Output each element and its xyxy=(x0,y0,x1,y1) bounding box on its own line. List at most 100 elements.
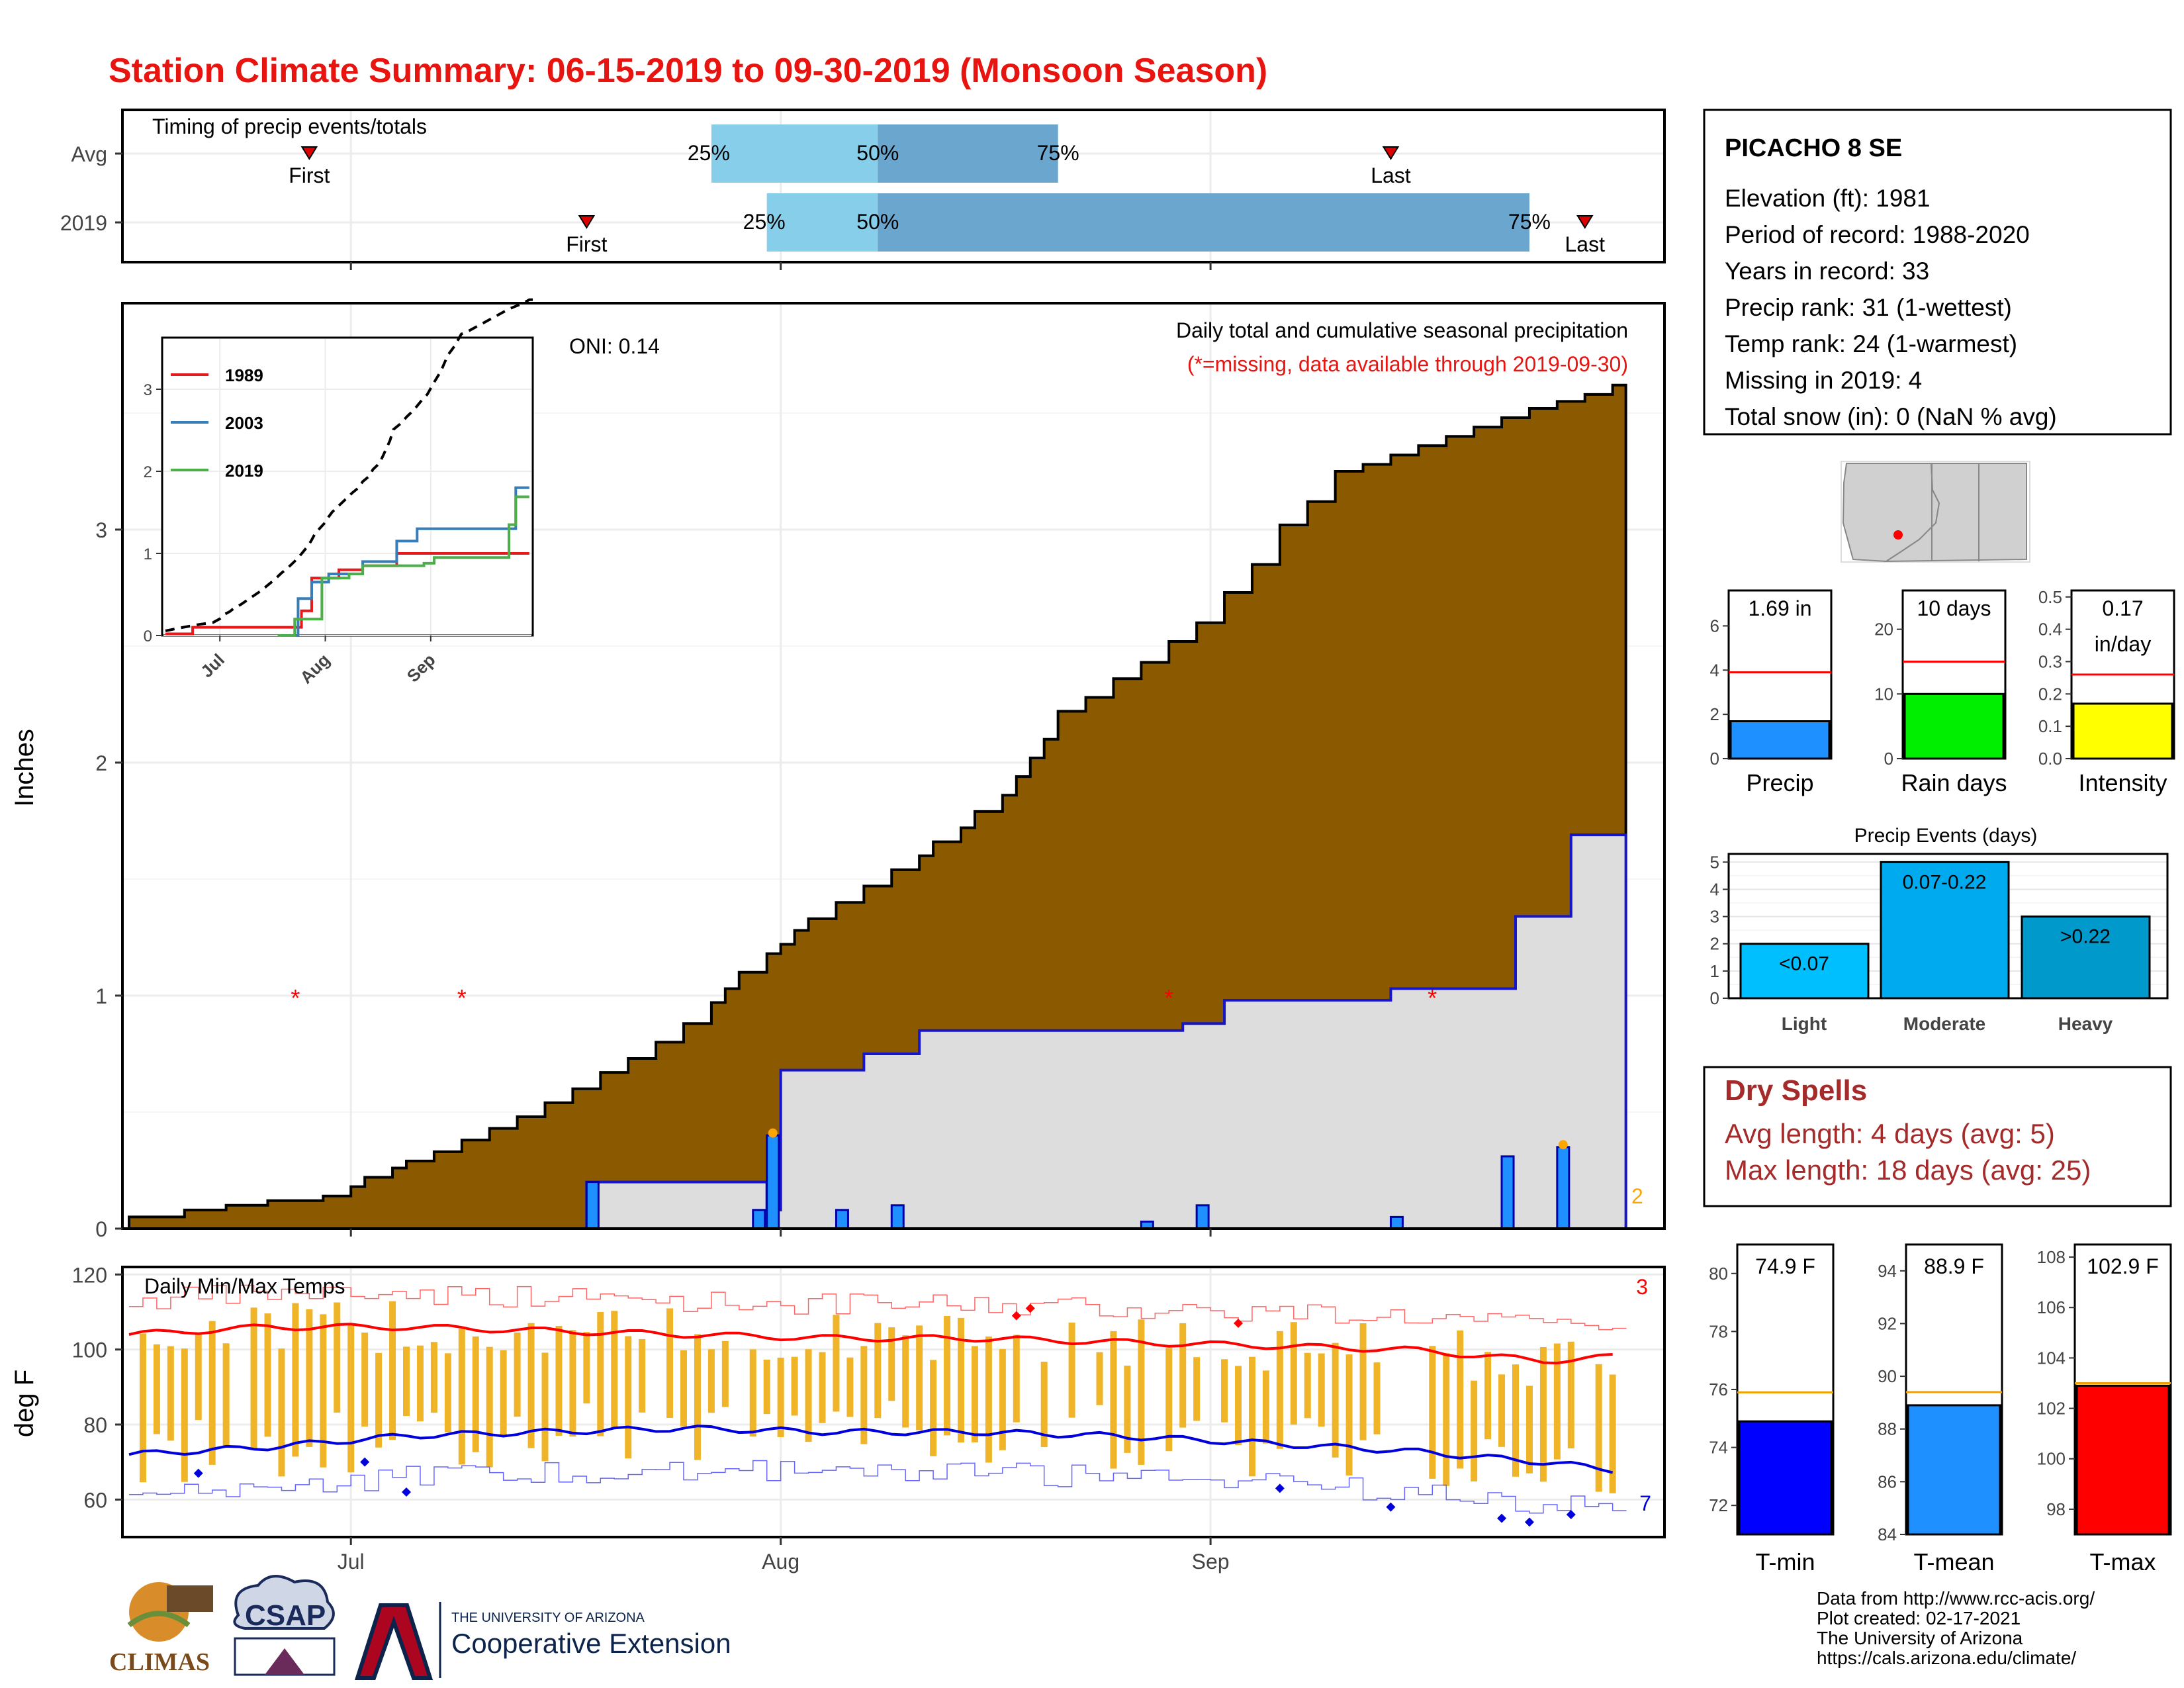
daily-temp-bar xyxy=(1525,1385,1533,1474)
daily-temp-bar xyxy=(666,1308,674,1419)
missing-day-markers: * * * * xyxy=(291,984,1437,1011)
station-info-line: Precip rank: 31 (1-wettest) xyxy=(1725,294,2012,321)
mini-chart-value-bar xyxy=(1903,692,2005,760)
map-borders xyxy=(1931,463,1979,561)
daily-temp-bar xyxy=(597,1311,604,1436)
daily-temp-bar xyxy=(1096,1352,1103,1405)
temp-chart-tick-label: 76 xyxy=(1709,1380,1728,1399)
events-tick-label: 4 xyxy=(1710,879,1719,899)
daily-temp-bar xyxy=(707,1349,715,1413)
daily-precip-bar xyxy=(890,1204,905,1230)
inset-ytick-label: 3 xyxy=(144,381,152,399)
daily-precip-bar xyxy=(766,1134,780,1230)
temp-panel-frame xyxy=(121,1266,1666,1538)
missing-day-star: * xyxy=(1428,984,1437,1011)
avg-tmax-line xyxy=(128,1323,1613,1365)
precip-y-axis: 0 1 2 3 xyxy=(95,518,1212,1241)
daily-temp-bar xyxy=(639,1338,646,1413)
temp-ylabel: deg F xyxy=(10,1370,39,1437)
record-high-marker-icon xyxy=(1011,1311,1021,1321)
daily-temp-bar xyxy=(1498,1374,1506,1447)
mini-chart-tick-label: 0.1 xyxy=(2038,716,2062,736)
station-info-line: Missing in 2019: 4 xyxy=(1725,367,1922,394)
precip-events-chart: Precip Events (days) <0.07 Light 0.07-0.22… xyxy=(1710,825,2169,1034)
timing-title: Timing of precip events/totals xyxy=(152,115,427,138)
station-info-line: Years in record: 33 xyxy=(1725,258,1929,285)
daily-temp-bar xyxy=(1484,1352,1492,1440)
timing-row-labels: Avg 2019 xyxy=(60,142,122,235)
dry-spells-box: Dry Spells Avg length: 4 days (avg: 5) M… xyxy=(1703,1066,2172,1207)
daily-temp-bar xyxy=(694,1334,701,1460)
daily-temp-bar xyxy=(458,1329,465,1465)
mini-chart-label: Rain days xyxy=(1901,769,2007,796)
daily-precip-bar xyxy=(585,1181,600,1230)
daily-temp-bar xyxy=(569,1330,576,1437)
csap-logo: CSAP xyxy=(233,1575,336,1676)
inset-series-line xyxy=(277,495,529,637)
csap-cloud-icon xyxy=(233,1575,335,1630)
mini-chart-value-text: 0.17 xyxy=(2102,596,2143,620)
daily-temp-bar xyxy=(1290,1322,1297,1425)
dry-spells-avg: Avg length: 4 days (avg: 5) xyxy=(1725,1118,2055,1149)
daily-precip-bars xyxy=(585,1128,1570,1230)
map-state-arizona xyxy=(1884,463,2027,563)
daily-temp-bar xyxy=(1138,1319,1145,1465)
station-location-marker xyxy=(1893,530,1903,539)
daily-temp-bar xyxy=(430,1342,437,1413)
daily-temp-bar xyxy=(1040,1362,1048,1448)
daily-temp-bar xyxy=(846,1357,854,1417)
daily-temp-bar xyxy=(1359,1323,1367,1440)
station-info-line: Total snow (in): 0 (NaN % avg) xyxy=(1725,403,2057,430)
daily-temp-bar xyxy=(1345,1354,1353,1476)
climas-mountain-icon xyxy=(167,1585,213,1612)
temp-count-bottom: 7 xyxy=(1639,1491,1651,1515)
record-high-marker-icon xyxy=(1025,1303,1035,1313)
page-title: Station Climate Summary: 06-15-2019 to 0… xyxy=(109,52,1267,90)
daily-temp-bar xyxy=(334,1302,341,1413)
temp-summary-charts: 74.9 F 72 74 76 78 80 T-min 88.9 F 84 86 88 90 92 94 T… xyxy=(1709,1243,2172,1575)
temp-chart-value-text: 88.9 F xyxy=(1924,1254,1984,1278)
daily-temp-bar xyxy=(721,1340,729,1407)
location-map xyxy=(1841,461,2030,563)
daily-temp-bar xyxy=(403,1346,410,1417)
record-low-marker-icon xyxy=(360,1457,370,1467)
daily-temp-bar xyxy=(181,1348,188,1482)
precip-panel: * * * * 0 1 2 3 Inches Daily total and cumulat… xyxy=(10,298,1666,1241)
month-label: Aug xyxy=(762,1550,799,1573)
precip-corner-count: 2 xyxy=(1631,1184,1643,1208)
avg-tmin-line xyxy=(128,1425,1614,1474)
daily-precip-bar xyxy=(1500,1155,1515,1230)
mini-chart-tick-label: 0.0 xyxy=(2038,749,2062,769)
precip-ytick-label: 3 xyxy=(95,518,107,542)
daily-temp-bar xyxy=(874,1323,882,1419)
record-low-marker-icon xyxy=(193,1468,203,1478)
events-title: Precip Events (days) xyxy=(1854,825,2038,847)
daily-temp-bar xyxy=(1193,1357,1201,1421)
events-bar-label: Heavy xyxy=(2058,1013,2113,1034)
timing-panel: 25% 50% 75% First Last 25% 50% 75% First Last Tim… xyxy=(60,109,1666,270)
temp-chart-tick-label: 100 xyxy=(2037,1449,2066,1469)
station-info-line: Period of record: 1988-2020 xyxy=(1725,221,2030,248)
first-marker-icon xyxy=(300,146,318,160)
footer-line: Data from http://www.rcc-acis.org/ xyxy=(1817,1588,2095,1609)
temp-chart-tick-label: 74 xyxy=(1709,1438,1728,1458)
record-low-line xyxy=(129,1460,1627,1514)
inset-legend-label: 1989 xyxy=(225,365,263,385)
daily-temp-bar xyxy=(1443,1353,1450,1486)
daily-temp-bar xyxy=(472,1336,479,1452)
mini-chart-tick-label: 0 xyxy=(1884,749,1893,769)
timing-label-50: 50% xyxy=(856,141,899,165)
temp-chart-value-bar xyxy=(1738,1420,1833,1536)
timing-label-75: 75% xyxy=(1508,210,1551,234)
daily-temp-bar xyxy=(749,1349,756,1437)
inset-series-line xyxy=(284,486,529,637)
daily-temp-bar xyxy=(791,1356,798,1416)
timing-last-label: Last xyxy=(1565,232,1606,256)
mini-chart-tick-label: 0.3 xyxy=(2038,651,2062,671)
daily-temp-bar xyxy=(527,1323,535,1448)
footer-credits: Data from http://www.rcc-acis.org/Plot c… xyxy=(1817,1588,2095,1668)
inset-avg-dashed-line xyxy=(165,298,533,632)
csap-mountain-icon xyxy=(265,1648,304,1675)
month-label: Sep xyxy=(1192,1550,1230,1573)
daily-temp-bar xyxy=(208,1321,216,1465)
